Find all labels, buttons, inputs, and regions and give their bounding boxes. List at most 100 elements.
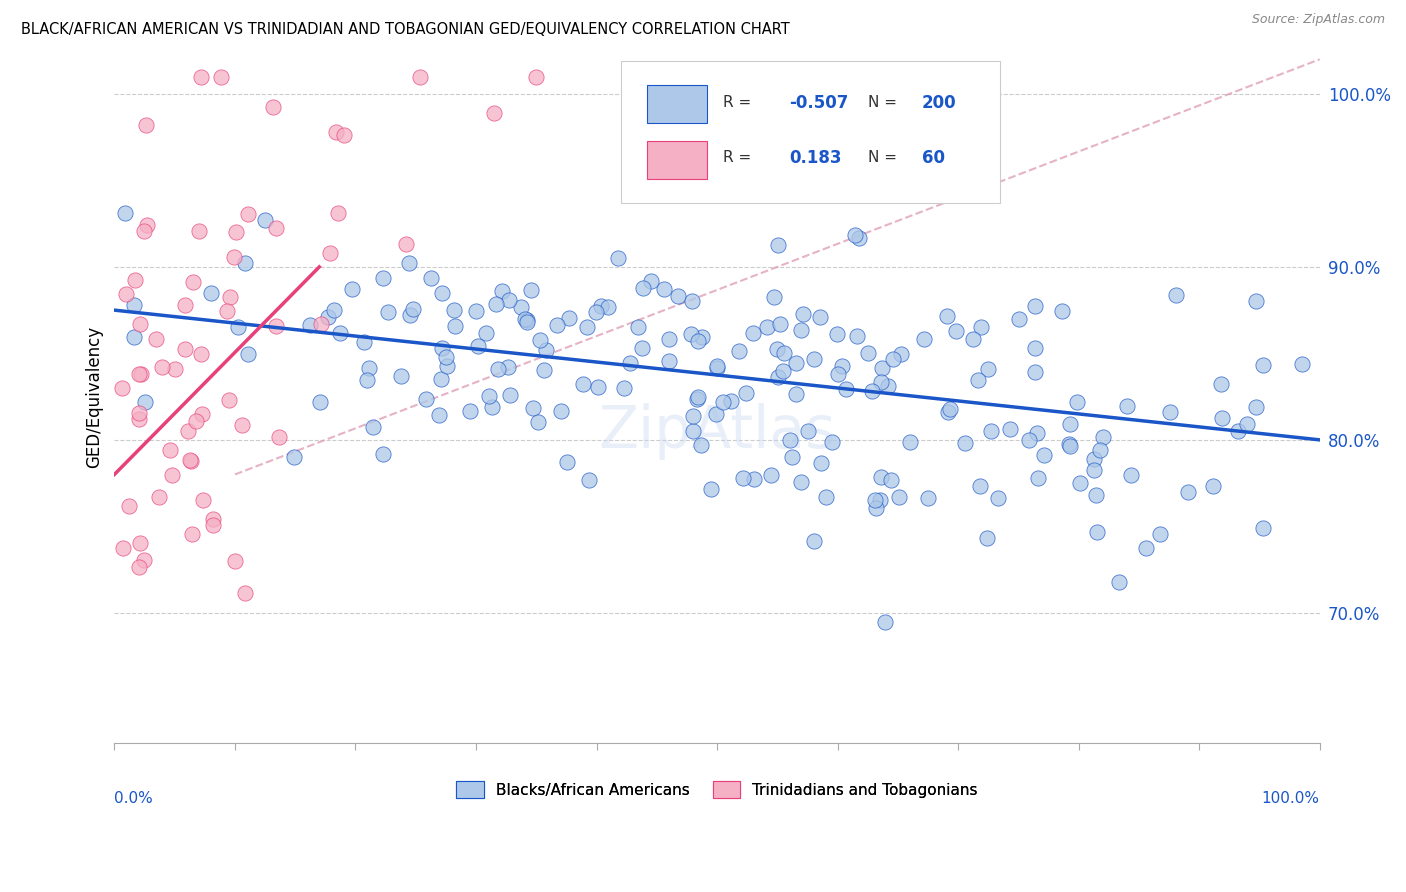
Point (1177, 484, 1199, 499)
Point (427, 409, 450, 423)
Point (510, 300, 533, 314)
Point (790, 323, 813, 337)
Point (326, 206, 349, 220)
Point (526, 415, 548, 429)
Point (759, 468, 782, 483)
Point (550, 404, 572, 418)
Point (887, 490, 910, 504)
Point (458, 404, 481, 418)
Point (768, 317, 790, 331)
Point (181, 275, 204, 289)
Point (1083, 463, 1105, 477)
Point (773, 346, 796, 360)
Y-axis label: GED/Equivalency: GED/Equivalency (86, 326, 103, 467)
Point (389, 368, 412, 383)
Point (159, 442, 181, 457)
Point (945, 324, 967, 338)
Point (309, 395, 332, 409)
Point (233, 586, 256, 600)
Point (1108, 574, 1130, 589)
Point (191, 492, 214, 507)
Point (186, 414, 208, 428)
Point (969, 479, 991, 493)
Point (131, 367, 153, 381)
Point (1085, 488, 1108, 502)
Point (863, 492, 886, 507)
Point (395, 237, 418, 252)
Text: ZipAtlas: ZipAtlas (599, 402, 835, 459)
Point (224, 251, 246, 265)
Point (262, 100, 284, 114)
Text: 100.0%: 100.0% (1261, 791, 1320, 806)
Point (772, 364, 794, 378)
Point (128, 367, 150, 381)
Point (766, 342, 789, 356)
Point (789, 475, 811, 489)
Point (970, 319, 993, 334)
Point (498, 360, 520, 375)
Point (780, 450, 803, 465)
Point (785, 387, 807, 401)
Point (215, 303, 238, 318)
Point (962, 332, 984, 346)
Point (432, 286, 454, 301)
FancyBboxPatch shape (620, 61, 1000, 202)
Point (870, 470, 893, 484)
Point (980, 424, 1002, 438)
Point (233, 256, 256, 270)
Point (264, 221, 287, 235)
Point (1209, 377, 1232, 392)
Point (498, 293, 520, 308)
Point (640, 274, 662, 288)
Point (596, 300, 619, 314)
Point (122, 330, 145, 344)
Point (869, 492, 891, 507)
Point (342, 282, 364, 296)
Point (353, 335, 375, 350)
Point (371, 447, 394, 461)
Point (111, 541, 134, 555)
Point (631, 280, 654, 294)
Point (329, 326, 352, 340)
Point (686, 392, 709, 407)
Point (134, 395, 156, 409)
Text: R =: R = (723, 151, 761, 165)
Point (180, 454, 202, 468)
Point (188, 224, 211, 238)
Point (201, 512, 224, 526)
Point (865, 500, 887, 515)
Point (682, 424, 704, 438)
Point (613, 381, 636, 395)
Point (741, 326, 763, 341)
Point (1000, 421, 1022, 435)
Point (846, 329, 869, 343)
Point (1024, 299, 1046, 313)
Point (585, 305, 607, 319)
Point (190, 347, 212, 361)
Point (810, 456, 832, 470)
Point (1135, 541, 1157, 555)
Point (179, 452, 201, 467)
Point (319, 245, 342, 260)
Point (1059, 417, 1081, 431)
Point (516, 313, 538, 327)
Point (513, 311, 536, 326)
Point (420, 271, 443, 285)
Point (478, 389, 501, 403)
Point (768, 369, 790, 384)
Point (827, 367, 849, 381)
Point (165, 361, 187, 376)
Point (1091, 429, 1114, 443)
Point (679, 326, 702, 341)
Point (860, 384, 883, 399)
Point (1008, 312, 1031, 326)
Point (762, 289, 785, 303)
Point (546, 318, 568, 332)
Point (325, 125, 347, 139)
Point (1244, 400, 1267, 414)
Point (766, 237, 789, 252)
Point (316, 310, 339, 325)
Point (578, 473, 600, 487)
Point (283, 450, 305, 464)
Point (516, 315, 538, 329)
